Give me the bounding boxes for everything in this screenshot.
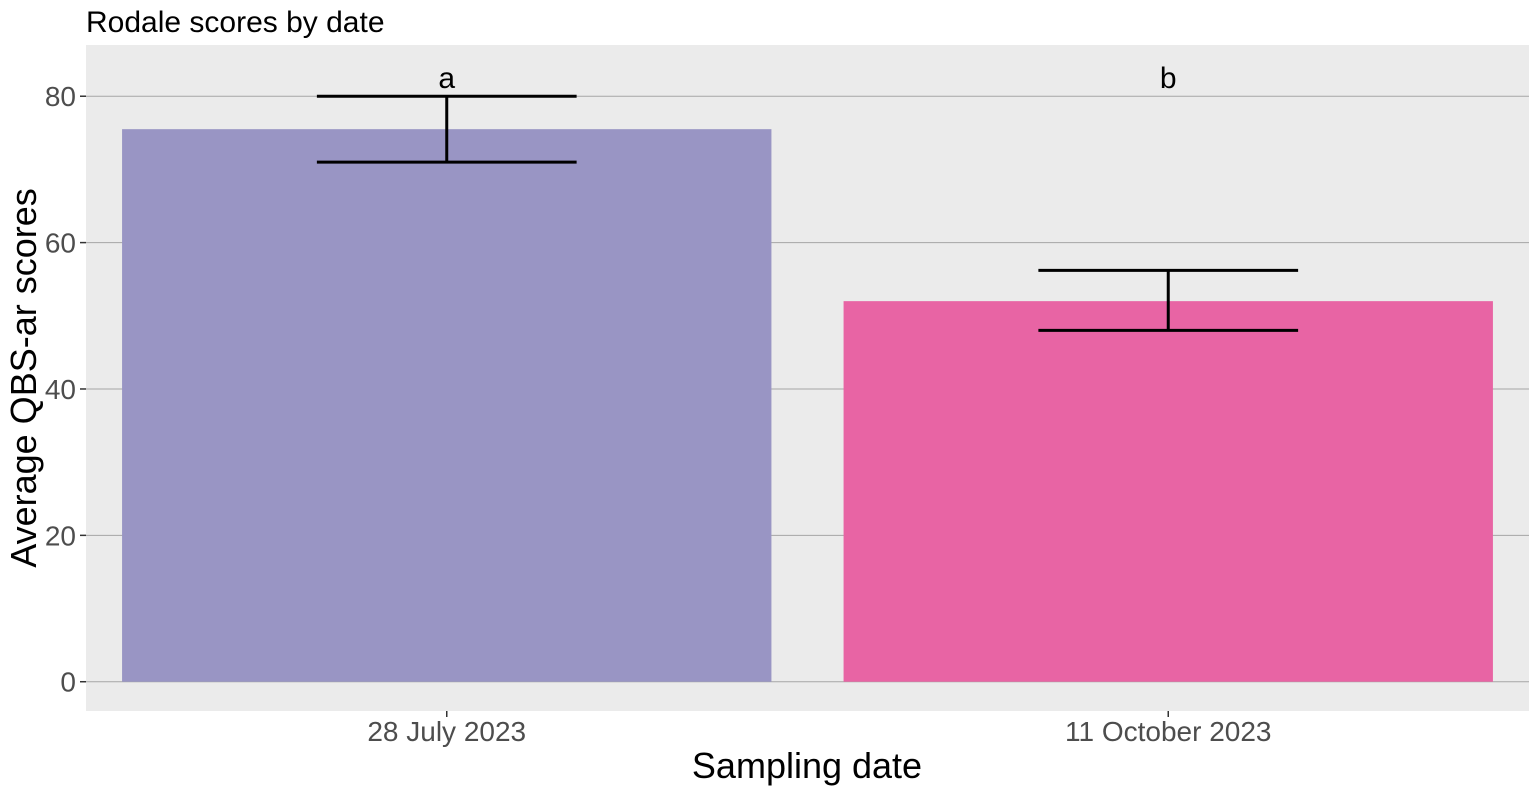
error-bars bbox=[316, 94, 1299, 332]
x-tick-label: 28 July 2023 bbox=[367, 716, 526, 747]
x-axis-title: Sampling date bbox=[692, 745, 922, 786]
bar bbox=[843, 301, 1493, 682]
y-axis-title: Average QBS-ar scores bbox=[3, 188, 44, 568]
y-tick-label: 60 bbox=[45, 228, 76, 259]
y-tick-label: 0 bbox=[60, 667, 76, 698]
y-tick-label: 20 bbox=[45, 520, 76, 551]
bars bbox=[122, 129, 1493, 682]
significance-label: b bbox=[1160, 62, 1177, 95]
y-tick-label: 40 bbox=[45, 374, 76, 405]
y-tick-label: 80 bbox=[45, 81, 76, 112]
significance-label: a bbox=[438, 62, 455, 95]
chart-title: Rodale scores by date bbox=[86, 6, 385, 39]
x-axis: 28 July 2023 11 October 2023 bbox=[367, 711, 1272, 747]
bar bbox=[122, 129, 772, 682]
y-axis: 0 20 40 60 80 bbox=[45, 81, 86, 698]
x-tick-label: 11 October 2023 bbox=[1065, 716, 1272, 747]
